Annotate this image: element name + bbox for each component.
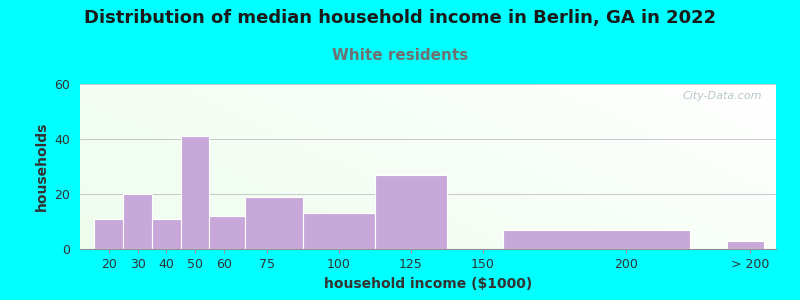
Text: White residents: White residents [332,48,468,63]
Bar [727,241,765,249]
X-axis label: household income ($1000): household income ($1000) [324,277,532,291]
Bar [303,213,374,249]
Bar [94,219,123,249]
Bar [374,175,446,249]
Bar [123,194,152,249]
Bar [502,230,690,249]
Bar [246,197,303,249]
Bar [181,136,210,249]
Text: City-Data.com: City-Data.com [682,91,762,100]
Y-axis label: households: households [35,122,49,211]
Bar [152,219,181,249]
Bar [210,216,246,249]
Text: Distribution of median household income in Berlin, GA in 2022: Distribution of median household income … [84,9,716,27]
